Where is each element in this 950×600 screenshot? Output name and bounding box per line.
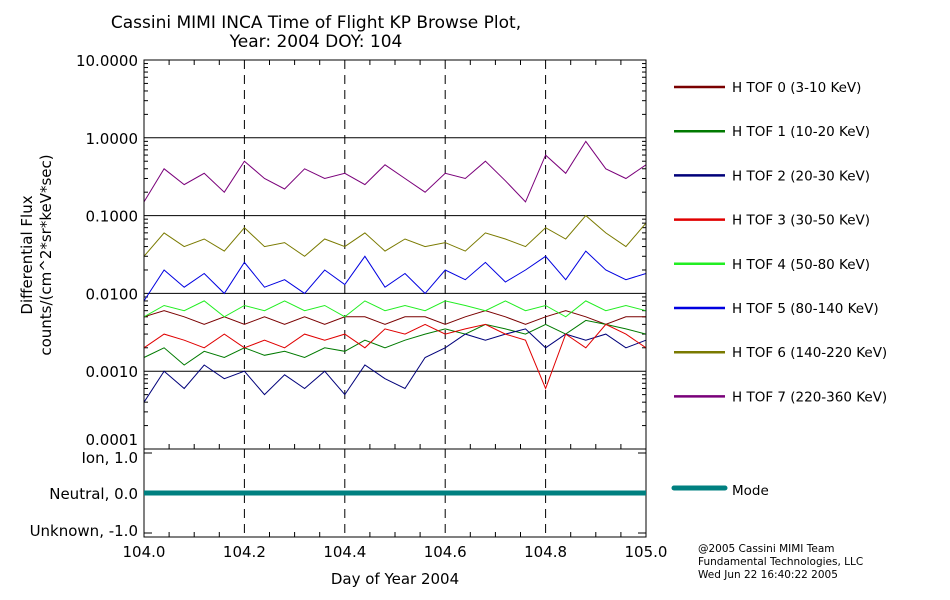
mode-y-tick-label: Neutral, 0.0 <box>49 485 138 503</box>
mode-y-tick-label: Ion, 1.0 <box>82 449 139 467</box>
series-line-tof4 <box>143 300 647 318</box>
x-tick-label: 104.8 <box>524 543 567 561</box>
chart-title: Cassini MIMI INCA Time of Flight KP Brow… <box>111 13 521 33</box>
x-tick-label: 104.0 <box>123 543 166 561</box>
series-line-tof6 <box>143 214 647 257</box>
series-line-tof5 <box>143 250 647 302</box>
x-tick-label: 104.6 <box>424 543 467 561</box>
y-tick-label: 10.0000 <box>76 52 138 70</box>
series-line-tof3 <box>143 323 647 390</box>
y-tick-label: 0.0010 <box>86 363 139 381</box>
x-tick-label: 104.2 <box>223 543 266 561</box>
y-tick-label: 1.0000 <box>86 130 139 148</box>
y-tick-label: 0.0001 <box>86 431 139 449</box>
y-axis-label-line2: counts/(cm^2*sr*keV*sec) <box>37 154 55 355</box>
y-axis-label-line1: Differential Flux <box>18 195 36 314</box>
series-line-tof2 <box>143 328 647 403</box>
x-axis-label: Day of Year 2004 <box>331 570 459 588</box>
legend-label-tof1: H TOF 1 (10-20 KeV) <box>732 124 870 140</box>
legend-label-mode: Mode <box>732 483 769 499</box>
x-tick-label: 104.4 <box>323 543 366 561</box>
legend-label-tof6: H TOF 6 (140-220 KeV) <box>732 345 887 361</box>
series-line-tof1 <box>143 319 647 366</box>
legend-label-tof0: H TOF 0 (3-10 KeV) <box>732 80 861 96</box>
legend-label-tof5: H TOF 5 (80-140 KeV) <box>732 301 879 317</box>
flux-plot-frame <box>143 59 647 450</box>
footer-timestamp: Wed Jun 22 16:40:22 2005 <box>698 569 838 581</box>
x-tick-label: 105.0 <box>625 543 668 561</box>
mode-y-tick-label: Unknown, -1.0 <box>30 522 138 540</box>
legend-label-tof7: H TOF 7 (220-360 KeV) <box>732 389 887 405</box>
legend-label-tof4: H TOF 4 (50-80 KeV) <box>732 257 870 273</box>
series-line-tof7 <box>143 140 647 203</box>
y-tick-label: 0.1000 <box>86 208 139 226</box>
footer-copyright: @2005 Cassini MIMI Team <box>698 543 835 555</box>
legend-label-tof3: H TOF 3 (30-50 KeV) <box>732 213 870 229</box>
legend-label-tof2: H TOF 2 (20-30 KeV) <box>732 168 870 184</box>
series-line-tof0 <box>143 310 646 325</box>
footer-company: Fundamental Technologies, LLC <box>698 556 863 568</box>
chart-subtitle: Year: 2004 DOY: 104 <box>229 32 403 52</box>
y-tick-label: 0.0100 <box>86 285 139 303</box>
